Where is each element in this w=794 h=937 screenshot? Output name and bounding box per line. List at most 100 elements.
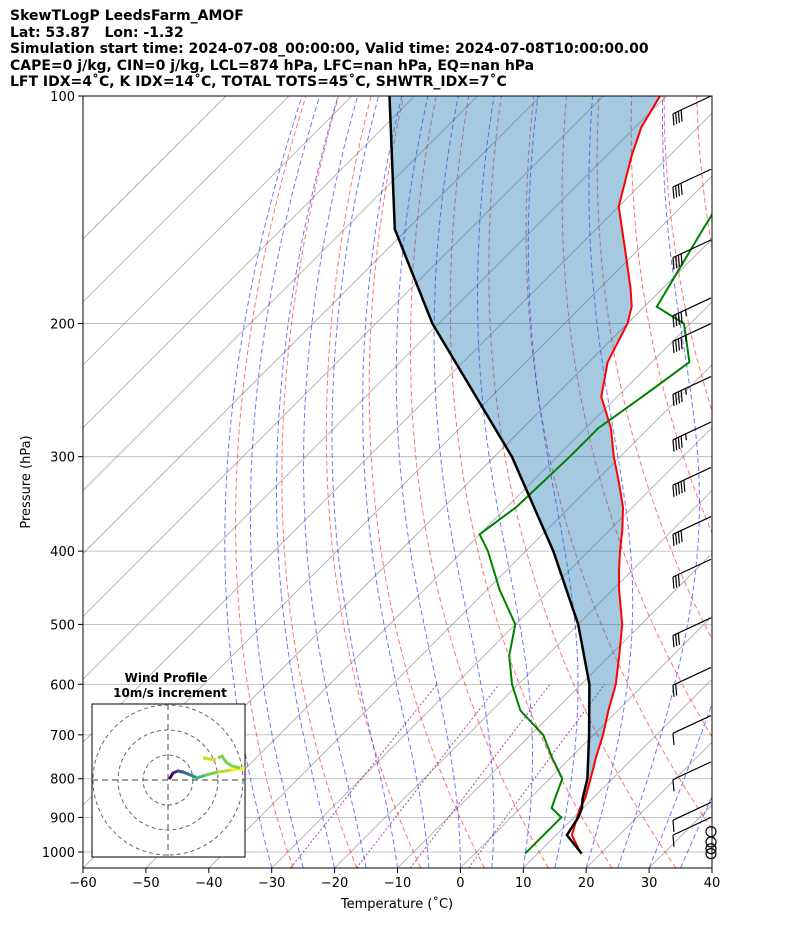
moist-adiabat	[433, 96, 495, 868]
hodograph-segment	[204, 770, 220, 777]
barb-full	[672, 779, 675, 792]
barb-full	[672, 113, 675, 126]
wind-barb	[672, 761, 712, 792]
x-tick-label: 30	[641, 876, 658, 891]
barb-staff	[672, 323, 712, 342]
dry-adiabat	[696, 96, 712, 251]
barb-full	[677, 482, 680, 495]
isotherm-line	[711, 867, 712, 868]
barb-full	[675, 438, 678, 451]
barb-full	[680, 390, 683, 403]
wind-barb	[672, 323, 712, 354]
dry-adiabat	[596, 96, 712, 641]
x-tick-label: −20	[321, 876, 348, 891]
mixing-ratio-line	[290, 683, 438, 868]
barb-full	[672, 733, 675, 746]
isotherm-line	[83, 96, 604, 617]
y-tick-label: 400	[50, 545, 75, 560]
barb-staff	[672, 297, 712, 317]
x-tick-label: −40	[195, 876, 222, 891]
y-tick-label: 500	[50, 618, 75, 633]
barb-full	[677, 111, 680, 123]
barb-half	[685, 433, 687, 441]
barb-full	[677, 255, 680, 267]
barb-half	[685, 388, 687, 395]
barb-full	[675, 634, 678, 646]
parcel-profile	[388, 96, 591, 855]
isotherm-line	[397, 552, 712, 868]
moist-adiabat	[331, 96, 398, 868]
wind-barb	[672, 466, 712, 497]
isotherm-line	[83, 96, 667, 680]
wind-barb	[672, 558, 712, 589]
barb-staff	[672, 816, 712, 836]
y-axis-label: Pressure (hPa)	[19, 435, 34, 528]
moist-adiabat	[395, 96, 461, 868]
barb-full	[675, 392, 678, 405]
hodograph-segment	[195, 773, 208, 780]
temperature-profile	[570, 96, 661, 855]
barb-full	[675, 575, 678, 588]
barb-staff	[672, 516, 712, 535]
barb-full	[677, 574, 680, 587]
dry-adiabat	[281, 96, 358, 868]
y-tick-label: 1000	[42, 846, 75, 861]
barb-full	[672, 439, 675, 452]
barb-staff	[672, 375, 712, 395]
wind-barb	[672, 801, 712, 832]
barb-full	[680, 530, 683, 543]
barb-full	[675, 256, 678, 269]
barb-full	[680, 481, 683, 494]
calm-wind-marker	[705, 843, 717, 855]
isotherm-line	[271, 427, 712, 868]
barb-full	[672, 341, 675, 354]
barb-full	[680, 435, 683, 448]
barb-full	[672, 315, 675, 328]
barb-full	[672, 186, 675, 199]
barb-full	[675, 340, 678, 352]
y-tick-label: 800	[50, 773, 75, 788]
barb-half	[685, 309, 687, 317]
barb-staff	[672, 466, 712, 486]
barb-staff	[672, 558, 712, 578]
barb-full	[672, 835, 675, 847]
moist-adiabat	[303, 96, 367, 868]
stability-params: CAPE=0 j/kg, CIN=0 j/kg, LCL=874 hPa, LF…	[10, 57, 535, 74]
moist-adiabat	[617, 96, 701, 868]
hodograph-segment	[216, 768, 234, 774]
barb-staff	[672, 95, 712, 115]
chart-title: SkewTLogP LeedsFarm_AMOF	[10, 8, 244, 24]
y-tick-label: 300	[50, 451, 75, 466]
dry-adiabat	[410, 96, 549, 868]
barb-full	[672, 485, 675, 497]
wind-barb	[672, 516, 712, 547]
hodograph-upper-segment	[217, 754, 241, 770]
x-tick-label: −10	[384, 876, 411, 891]
isotherm-line	[83, 112, 712, 743]
chart-header: SkewTLogP LeedsFarm_AMOF Lat: 53.87 Lon:…	[10, 8, 649, 91]
barb-full	[677, 531, 680, 544]
isotherm-line	[83, 96, 227, 240]
moist-adiabat	[585, 96, 634, 868]
dry-adiabat	[561, 96, 712, 738]
barb-full	[677, 391, 680, 404]
x-tick-label: 40	[704, 876, 721, 891]
barb-staff	[672, 421, 712, 441]
barb-full	[672, 685, 675, 697]
moist-adiabat	[362, 96, 430, 868]
x-tick-label: −30	[258, 876, 285, 891]
wind-barb	[672, 666, 712, 697]
isotherm-line	[83, 96, 415, 429]
dry-adiabat	[488, 96, 677, 868]
barb-staff	[672, 715, 712, 734]
barb-staff	[672, 801, 712, 821]
barb-full	[672, 576, 675, 589]
barb-full	[677, 184, 680, 197]
barb-full	[672, 820, 675, 832]
y-tick-label: 700	[50, 729, 75, 744]
isotherm-line	[523, 678, 712, 868]
dry-adiabat	[368, 96, 485, 868]
calm-wind-marker	[705, 836, 717, 848]
barb-full	[672, 257, 675, 270]
